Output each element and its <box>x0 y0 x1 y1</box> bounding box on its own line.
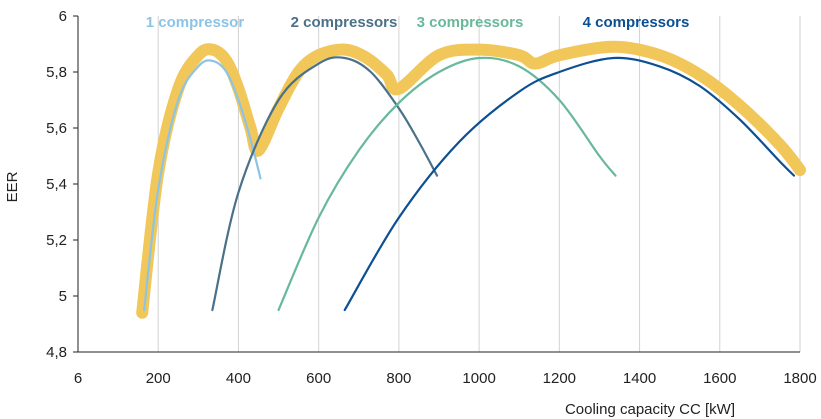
y-tick-label: 5 <box>59 288 67 305</box>
series-line-4-compressor <box>343 56 796 312</box>
y-tick-labels: 4,8 5 5,2 5,4 5,6 5,8 6 <box>46 8 78 361</box>
series-annotation: 1 compressor <box>146 14 245 31</box>
x-tick-label: 800 <box>386 370 411 387</box>
series-line-1-compressor <box>143 59 262 312</box>
x-tick-label: 1800 <box>783 370 816 387</box>
series-line-2-compressor <box>211 56 439 312</box>
y-axis-label: EER <box>4 171 21 202</box>
y-tick-label: 4,8 <box>46 344 67 361</box>
x-tick-labels: 6 200 400 600 800 1000 1200 1400 1600 1800 <box>74 370 817 387</box>
series-annotation: 3 compressors <box>417 14 524 31</box>
series-annotation: 4 compressors <box>583 14 690 31</box>
series-line-envelope <box>136 40 806 319</box>
y-tick-label: 5,4 <box>46 176 67 193</box>
series-lines <box>136 40 806 319</box>
series-line-3-compressor <box>277 56 617 312</box>
x-axis-label: Cooling capacity CC [kW] <box>565 401 735 418</box>
x-tick-label: 1400 <box>623 370 656 387</box>
y-tick-label: 5,6 <box>46 120 67 137</box>
grid-lines <box>157 16 801 352</box>
x-tick-label: 600 <box>306 370 331 387</box>
x-tick-label: 200 <box>146 370 171 387</box>
y-tick-label: 5,8 <box>46 64 67 81</box>
x-tick-label: 6 <box>74 370 82 387</box>
y-tick-label: 5,2 <box>46 232 67 249</box>
x-tick-label: 1000 <box>462 370 495 387</box>
series-annotations: 1 compressor 2 compressors 3 compressors 4 … <box>146 14 690 31</box>
x-tick-label: 1200 <box>543 370 576 387</box>
y-tick-label: 6 <box>59 8 67 25</box>
x-tick-label: 400 <box>226 370 251 387</box>
series-annotation: 2 compressors <box>291 14 398 31</box>
x-tick-label: 1600 <box>703 370 736 387</box>
